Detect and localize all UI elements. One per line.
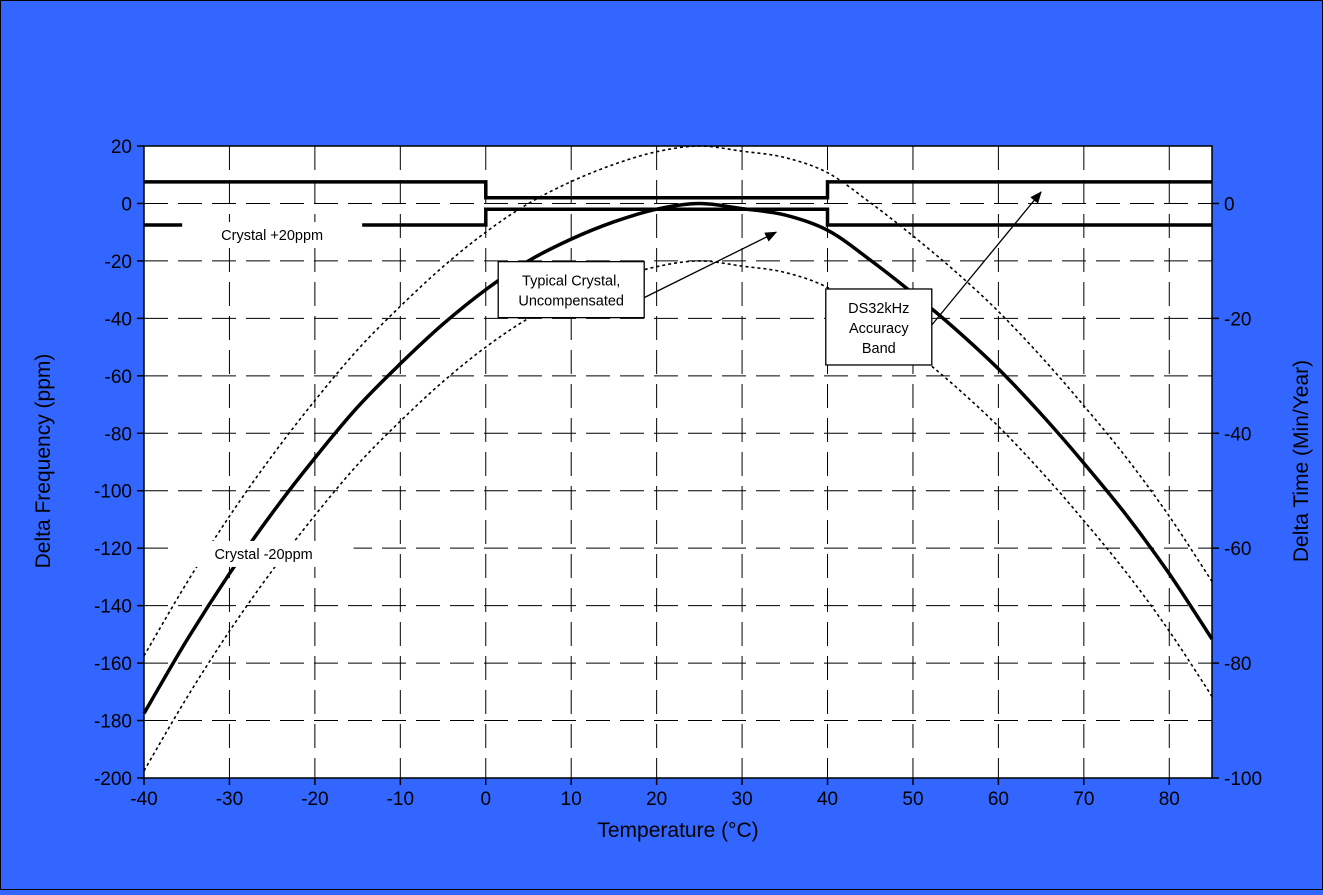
series-line-4 (144, 207, 1212, 227)
annotation-backdrop (182, 222, 363, 249)
y-tick-label: -20 (105, 252, 132, 273)
series-line-3 (144, 180, 1212, 200)
x-tick-label: 10 (561, 789, 582, 810)
series-line-0 (142, 201, 1214, 715)
x-tick-label: -30 (216, 789, 243, 810)
annotation-line: Typical Crystal, (522, 274, 620, 290)
x-tick-label: 60 (988, 789, 1009, 810)
annotation-box (497, 260, 645, 319)
annotation-crystal-minus: Crystal -20ppm (173, 540, 354, 567)
annotation-typical-crystal: Typical Crystal, Uncompensated (497, 231, 778, 319)
x-tick-label: 50 (902, 789, 923, 810)
annotation-arrow (643, 231, 778, 299)
annotation-text: Crystal -20ppm (214, 547, 312, 563)
annotation-box (825, 288, 933, 366)
annotation-line: Accuracy (849, 321, 909, 337)
series-line-1 (143, 145, 1213, 657)
y2-tick-label: -20 (1224, 309, 1251, 330)
x-axis-title: Temperature (°C) (597, 819, 758, 842)
plot-frame (143, 145, 1213, 779)
annotation-arrow (931, 191, 1042, 326)
y2-axis-title: Delta Time (Min/Year) (1290, 360, 1313, 562)
y-tick-label: -80 (105, 424, 132, 445)
annotation-line: Band (862, 341, 896, 357)
y-tick-label: 0 (121, 194, 132, 215)
annotation-crystal-plus: Crystal +20ppm (182, 222, 363, 249)
y-tick-label: -120 (94, 539, 132, 560)
tick-labels: -40 -30 -20 -10 0 10 20 30 40 50 60 70 80200-20-40-6… (94, 137, 1262, 810)
y-axis-title: Delta Frequency (ppm) (32, 354, 55, 569)
y-tick-label: -60 (105, 367, 132, 388)
x-tick-label: 0 (480, 789, 491, 810)
x-tick-label: -20 (301, 789, 328, 810)
x-tick-label: 40 (817, 789, 838, 810)
annotation-accuracy-band: DS32kHz Accuracy Band (825, 191, 1042, 366)
x-tick-label: 80 (1159, 789, 1180, 810)
plot-area (144, 146, 1212, 778)
series-group (142, 145, 1214, 772)
y-tick-label: -200 (94, 769, 132, 790)
annotation-line: DS32kHz (848, 301, 909, 317)
y2-tick-label: 0 (1224, 194, 1235, 215)
x-tick-label: -40 (130, 789, 157, 810)
y-tick-label: -140 (94, 597, 132, 618)
y-tick-label: 20 (111, 137, 132, 158)
x-tick-label: 30 (732, 789, 753, 810)
annotation-line: Uncompensated (518, 294, 624, 310)
annotations-group: Crystal +20ppm Crystal -20ppm Typical Crys… (173, 191, 1042, 567)
x-tick-label: 20 (646, 789, 667, 810)
y-tick-label: -100 (94, 482, 132, 503)
annotation-text: Crystal +20ppm (221, 228, 323, 244)
x-tick-label: -10 (387, 789, 414, 810)
y-tick-label: -40 (105, 309, 132, 330)
y2-tick-label: -80 (1224, 654, 1251, 675)
annotation-backdrop (173, 540, 354, 567)
y2-tick-label: -100 (1224, 769, 1262, 790)
y-tick-label: -180 (94, 712, 132, 733)
y2-tick-label: -60 (1224, 539, 1251, 560)
y2-tick-label: -40 (1224, 424, 1251, 445)
series-line-2 (143, 260, 1213, 772)
y-tick-label: -160 (94, 654, 132, 675)
x-tick-label: 70 (1073, 789, 1094, 810)
